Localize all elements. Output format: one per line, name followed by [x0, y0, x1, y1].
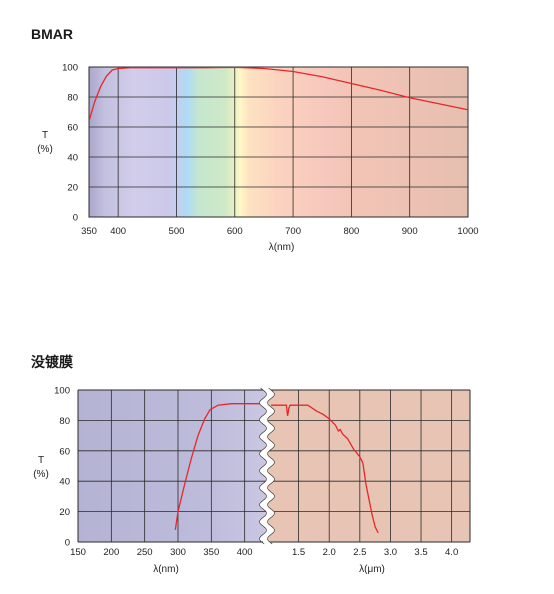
x-tick-label: 800 [343, 226, 359, 237]
x-tick-label: 500 [169, 226, 185, 237]
x-tick-label: 300 [170, 547, 186, 558]
y-axis-label: T [38, 455, 44, 466]
spectrum-background [89, 67, 468, 217]
y-tick-label: 40 [59, 477, 70, 488]
y-tick-label: 60 [67, 123, 78, 134]
x-tick-label: 150 [70, 547, 86, 558]
y-tick-label: 60 [59, 446, 70, 457]
x-tick-label: 400 [237, 547, 253, 558]
y-tick-label: 0 [73, 213, 78, 224]
plot-frame [88, 66, 469, 218]
axis-break-edge-right [267, 387, 275, 545]
y-axis-unit: (%) [33, 469, 49, 480]
bmar-chart: 350 400 500 600 700 800 900 1000 0 20 40 60 80 100 T (%… [37, 63, 478, 254]
axis-break-band [259, 388, 275, 544]
x-axis-label-left: λ(nm) [153, 564, 179, 575]
x-tick-label: 3.0 [384, 547, 397, 558]
y-axis-label: T [42, 130, 48, 141]
x-axis-label: λ(nm) [269, 242, 295, 253]
y-tick-label: 80 [67, 93, 78, 104]
x-tick-label: 600 [227, 226, 243, 237]
x-tick-label: 4.0 [445, 547, 458, 558]
uv-background [78, 390, 266, 542]
x-tick-label: 900 [402, 226, 418, 237]
axis-break-edge-left [259, 387, 267, 545]
x-tick-label: 2.0 [323, 547, 336, 558]
chart-title-uncoated: 没镀膜 [31, 354, 73, 370]
y-tick-label: 20 [59, 507, 70, 518]
chart-title-bmar: BMAR [31, 26, 73, 42]
y-tick-label: 80 [59, 416, 70, 427]
x-tick-label: 400 [110, 226, 126, 237]
ir-transmission-line [271, 404, 379, 534]
ir-background [268, 390, 470, 542]
x-tick-label: 350 [203, 547, 219, 558]
x-tick-label: 200 [103, 547, 119, 558]
x-tick-label: 1000 [457, 226, 478, 237]
x-tick-label: 3.5 [414, 547, 427, 558]
x-tick-label: 1.5 [292, 547, 305, 558]
x-tick-label: 2.5 [353, 547, 366, 558]
y-tick-label: 20 [67, 183, 78, 194]
uncoated-chart: 150 200 250 300 350 400 1.5 2.0 2.5 3.0 3.5 4.0 0 20 4… [33, 386, 471, 575]
x-tick-label: 700 [285, 226, 301, 237]
x-tick-label: 250 [137, 547, 153, 558]
y-tick-label: 100 [62, 63, 78, 74]
uv-transmission-line [174, 403, 266, 530]
y-tick-label: 100 [54, 386, 70, 397]
x-axis-label-right: λ(μm) [359, 564, 385, 575]
y-tick-label: 40 [67, 153, 78, 164]
x-tick-label: 350 [81, 226, 97, 237]
y-tick-label: 0 [65, 538, 70, 549]
y-axis-unit: (%) [37, 144, 53, 155]
transmission-line [89, 67, 468, 122]
